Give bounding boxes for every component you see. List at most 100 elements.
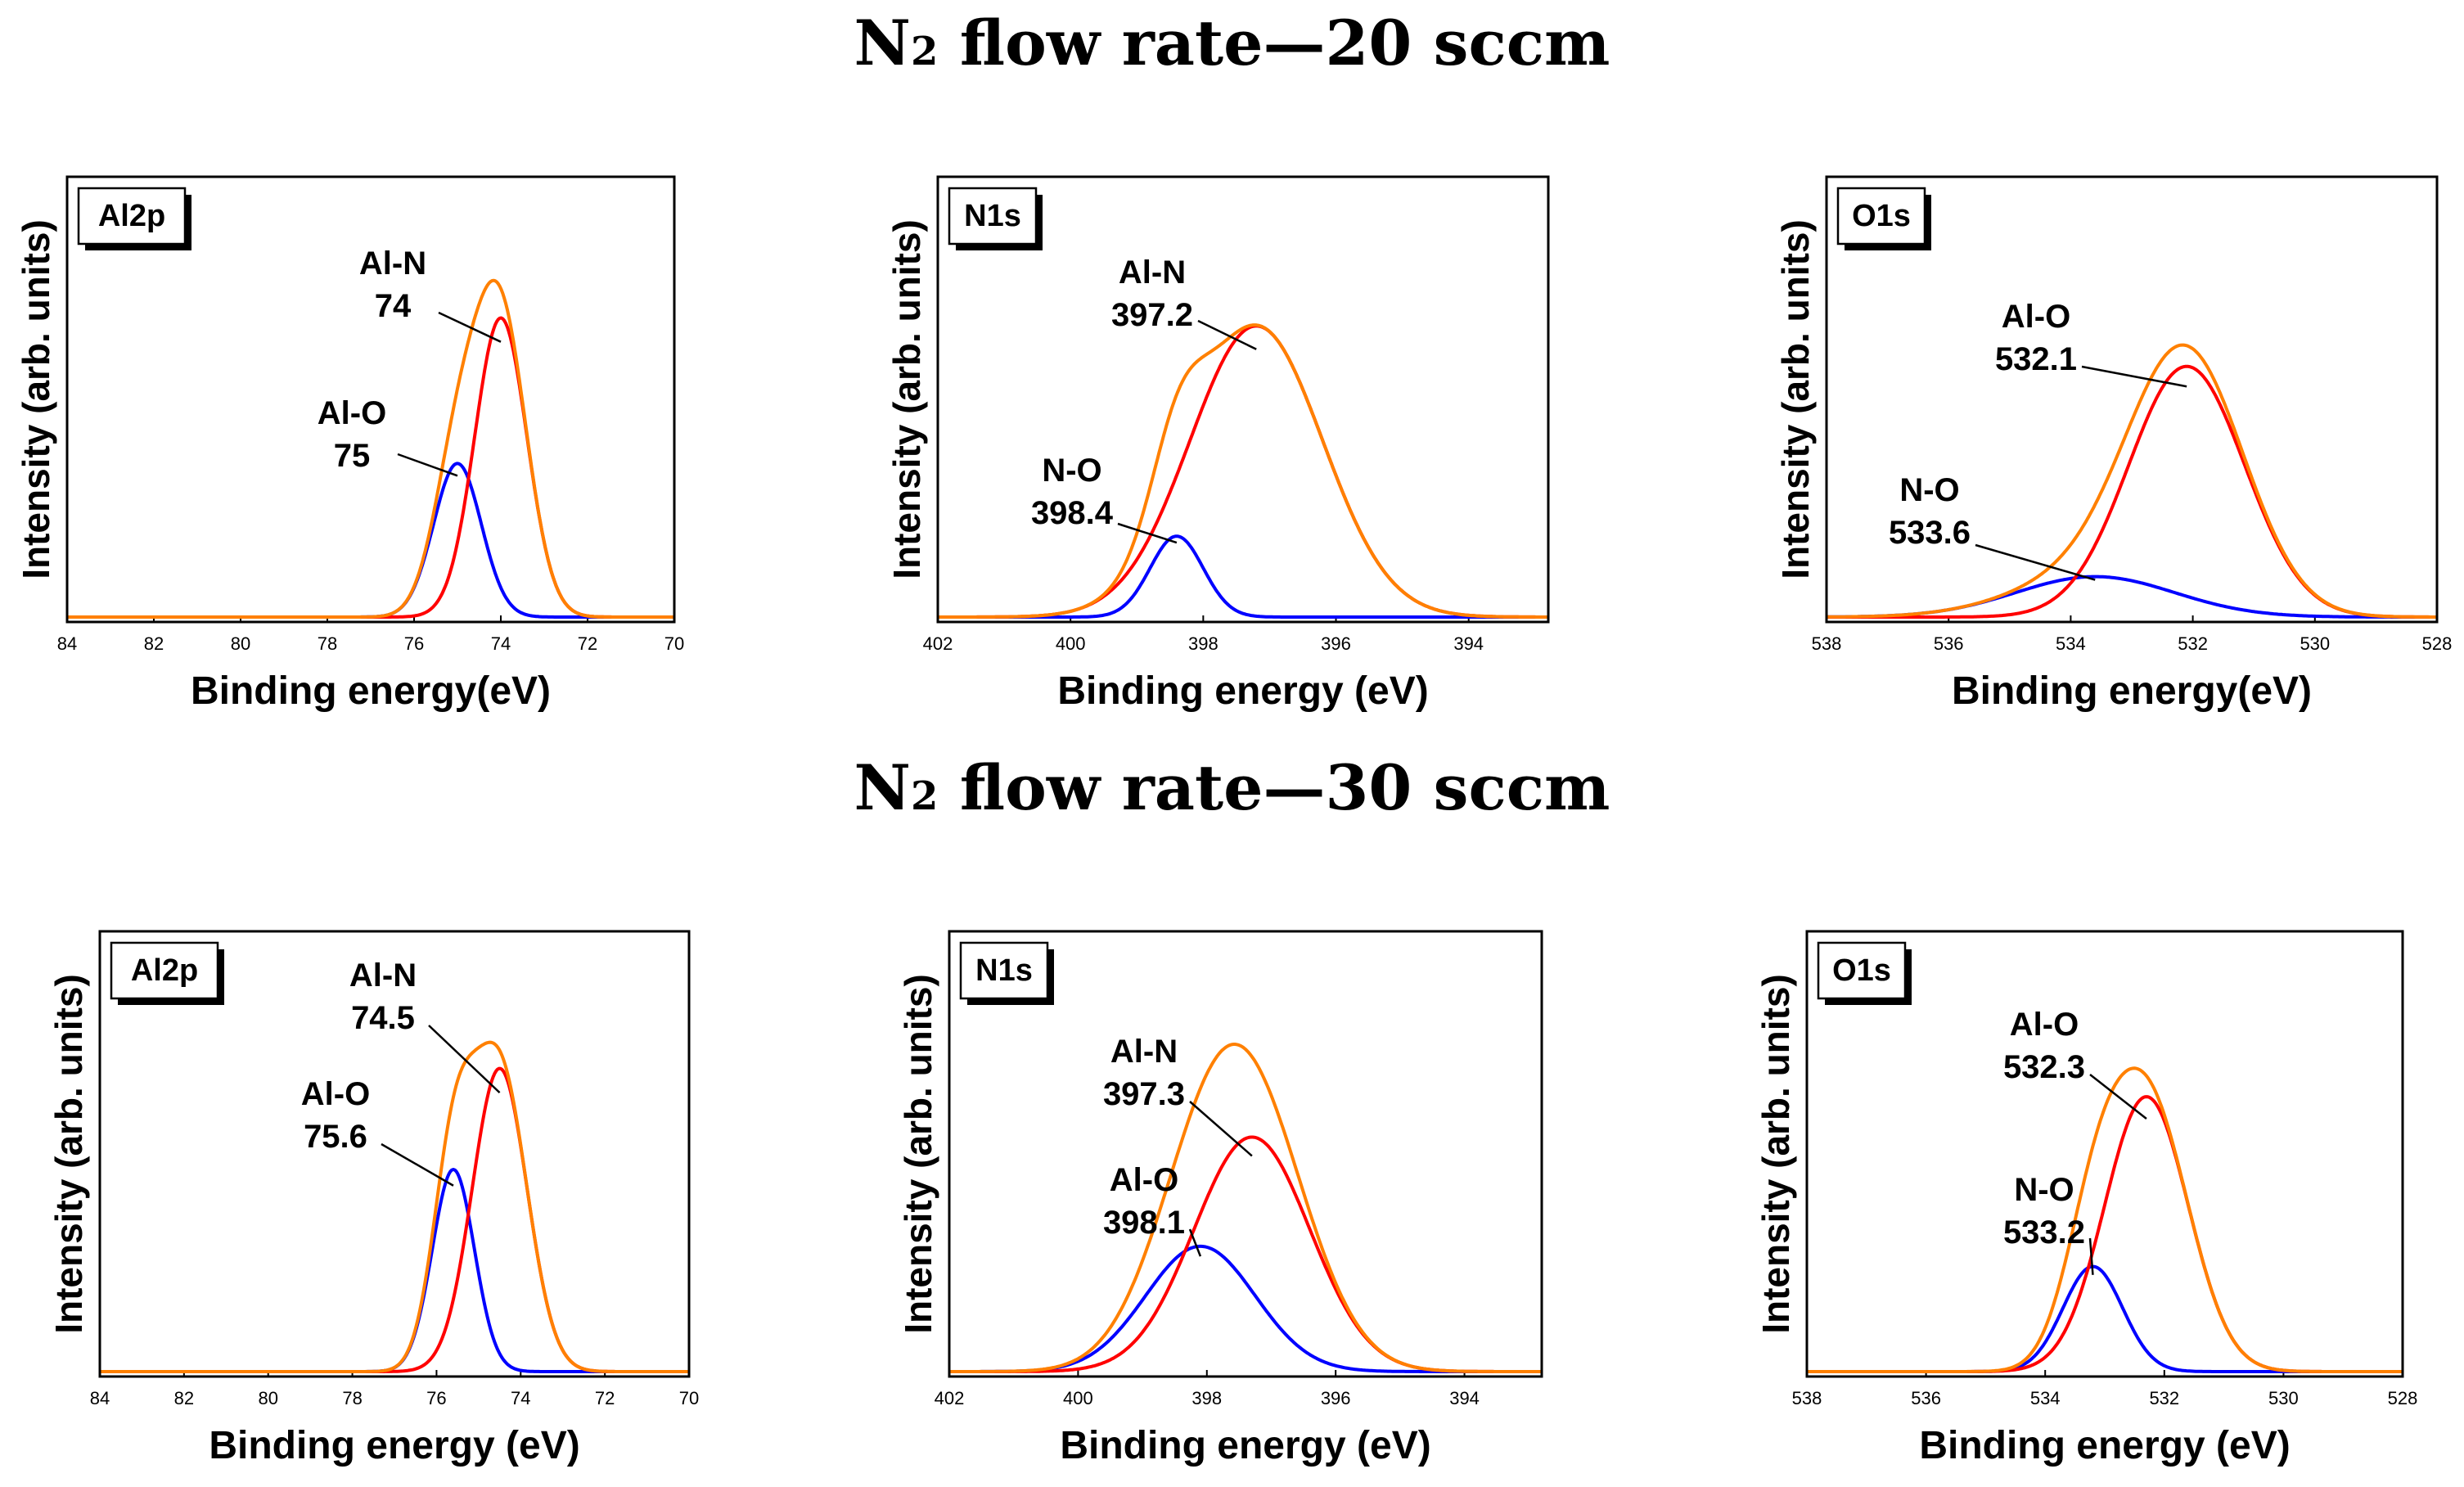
x-tick-label: 80 bbox=[258, 1388, 277, 1408]
x-tick-label: 76 bbox=[404, 633, 424, 654]
panel-o1s-row1: 538 536 534 532 530 528 O1s Binding energy(eV) I… bbox=[1774, 175, 2452, 713]
panel-tag-box bbox=[77, 187, 187, 246]
series-envelope bbox=[937, 323, 1549, 619]
plot-frame bbox=[948, 930, 1543, 1378]
peak-label: Al-N bbox=[1110, 1034, 1178, 1070]
panel-tag-box bbox=[948, 187, 1038, 246]
x-tick-label: 396 bbox=[1321, 1388, 1351, 1408]
series-al-o bbox=[99, 1168, 690, 1373]
peak-value: 75 bbox=[334, 438, 371, 474]
peak-label: Al-O bbox=[301, 1076, 370, 1112]
panel-o1s-row2: 538 536 534 532 530 528 O1s Binding energy (eV)… bbox=[1755, 930, 2418, 1467]
panel-tag-label: O1s bbox=[1832, 953, 1891, 988]
x-tick-label: 398 bbox=[1191, 1388, 1222, 1408]
panel-al2p-row2: 84 82 80 78 76 74 72 70 Al2p Binding energy (eV) I… bbox=[47, 930, 699, 1467]
peak-label: N-O bbox=[1042, 453, 1101, 489]
x-tick-label: 534 bbox=[2030, 1388, 2061, 1408]
peak-value: 533.2 bbox=[2003, 1214, 2085, 1250]
x-tick-label: 72 bbox=[595, 1388, 615, 1408]
series-n-o bbox=[937, 534, 1549, 619]
x-tick-label: 72 bbox=[578, 633, 597, 654]
series-al-o bbox=[66, 462, 675, 619]
x-tick-label: 78 bbox=[342, 1388, 362, 1408]
peak-leader-line bbox=[1188, 1228, 1202, 1257]
plot-frame bbox=[98, 930, 691, 1378]
series-envelope bbox=[1806, 1066, 2403, 1373]
panel-tag-box bbox=[959, 941, 1049, 1000]
x-tick-label: 394 bbox=[1449, 1388, 1480, 1408]
peak-value: 533.6 bbox=[1889, 515, 1971, 551]
peak-leader-line bbox=[2088, 1237, 2094, 1275]
x-tick-label: 400 bbox=[1056, 633, 1086, 654]
x-axis-label: Binding energy (eV) bbox=[1060, 1424, 1430, 1467]
x-tick-label: 538 bbox=[1792, 1388, 1822, 1408]
peak-label: Al-O bbox=[318, 395, 386, 431]
series-al-n bbox=[66, 316, 675, 619]
x-axis-label: Binding energy(eV) bbox=[191, 669, 551, 713]
peak-label: Al-N bbox=[349, 958, 417, 994]
series-envelope bbox=[1826, 343, 2438, 619]
x-tick-label: 70 bbox=[679, 1388, 699, 1408]
series-al-o bbox=[948, 1244, 1543, 1373]
x-tick-label: 528 bbox=[2388, 1388, 2418, 1408]
series-envelope bbox=[66, 278, 675, 619]
panel-tag-label: Al2p bbox=[131, 953, 198, 988]
peak-value: 397.3 bbox=[1103, 1076, 1185, 1112]
peak-value: 532.1 bbox=[1995, 341, 2077, 377]
peak-value: 398.4 bbox=[1031, 495, 1114, 531]
x-tick-label: 394 bbox=[1453, 633, 1484, 654]
x-tick-label: 532 bbox=[2149, 1388, 2179, 1408]
x-tick-label: 530 bbox=[2268, 1388, 2299, 1408]
y-axis-label: Intensity (arb. units) bbox=[1755, 974, 1797, 1334]
x-tick-label: 402 bbox=[935, 1388, 965, 1408]
peak-leader-line bbox=[381, 1142, 454, 1187]
peak-label: Al-N bbox=[1119, 255, 1186, 291]
panel-tag-box bbox=[110, 941, 219, 1000]
x-tick-label: 82 bbox=[144, 633, 164, 654]
x-tick-label: 398 bbox=[1188, 633, 1218, 654]
x-tick-label: 396 bbox=[1321, 633, 1351, 654]
peak-label: N-O bbox=[1899, 472, 1959, 508]
peak-label: Al-O bbox=[2010, 1007, 2079, 1043]
x-axis-label: Binding energy (eV) bbox=[209, 1424, 579, 1467]
panel-tag-label: N1s bbox=[964, 199, 1021, 233]
peak-leader-line bbox=[1117, 522, 1178, 544]
peak-label: Al-N bbox=[359, 246, 426, 282]
panel-tag-box bbox=[1836, 187, 1926, 246]
x-axis-label: Binding energy (eV) bbox=[1057, 669, 1428, 713]
panel-tag-label: O1s bbox=[1852, 199, 1911, 233]
series-n-o bbox=[1806, 1264, 2403, 1373]
panel-tag-label: N1s bbox=[975, 953, 1033, 988]
y-axis-label: Intensity (arb. units) bbox=[1774, 219, 1817, 579]
peak-leader-line bbox=[2081, 365, 2187, 388]
peak-leader-line bbox=[2089, 1074, 2147, 1120]
peak-value: 398.1 bbox=[1103, 1205, 1185, 1241]
x-tick-label: 538 bbox=[1812, 633, 1842, 654]
x-tick-label: 402 bbox=[923, 633, 953, 654]
peak-value: 74 bbox=[375, 288, 412, 324]
panel-tag-label: Al2p bbox=[98, 199, 165, 233]
x-tick-label: 74 bbox=[491, 633, 511, 654]
series-envelope bbox=[948, 1043, 1543, 1373]
x-tick-label: 532 bbox=[2178, 633, 2208, 654]
peak-leader-line bbox=[1189, 1101, 1253, 1157]
panel-al2p-row1: 84 82 80 78 76 74 72 70 Al2p Binding energy(eV) In… bbox=[15, 175, 684, 713]
x-tick-label: 76 bbox=[426, 1388, 446, 1408]
x-tick-label: 78 bbox=[318, 633, 337, 654]
series-al-n bbox=[948, 1135, 1543, 1373]
panel-tag-box bbox=[1817, 941, 1907, 1000]
x-axis-label: Binding energy(eV) bbox=[1952, 669, 2312, 713]
series-al-n bbox=[937, 324, 1549, 619]
x-tick-label: 74 bbox=[511, 1388, 530, 1408]
panel-n1s-row2: 402 400 398 396 394 N1s Binding energy (eV) Int… bbox=[897, 930, 1543, 1467]
x-tick-label: 536 bbox=[1911, 1388, 1941, 1408]
x-tick-label: 82 bbox=[174, 1388, 194, 1408]
panel-n1s-row1: 402 400 398 396 394 N1s Binding energy (eV) Int… bbox=[885, 175, 1550, 713]
series-al-n bbox=[99, 1066, 690, 1373]
x-tick-label: 536 bbox=[1934, 633, 1964, 654]
series-al-o bbox=[1806, 1095, 2403, 1373]
plot-frame bbox=[65, 175, 676, 624]
y-axis-label: Intensity (arb. units) bbox=[885, 219, 928, 579]
peak-leader-line bbox=[1197, 319, 1257, 350]
plot-frame bbox=[1825, 175, 2439, 624]
